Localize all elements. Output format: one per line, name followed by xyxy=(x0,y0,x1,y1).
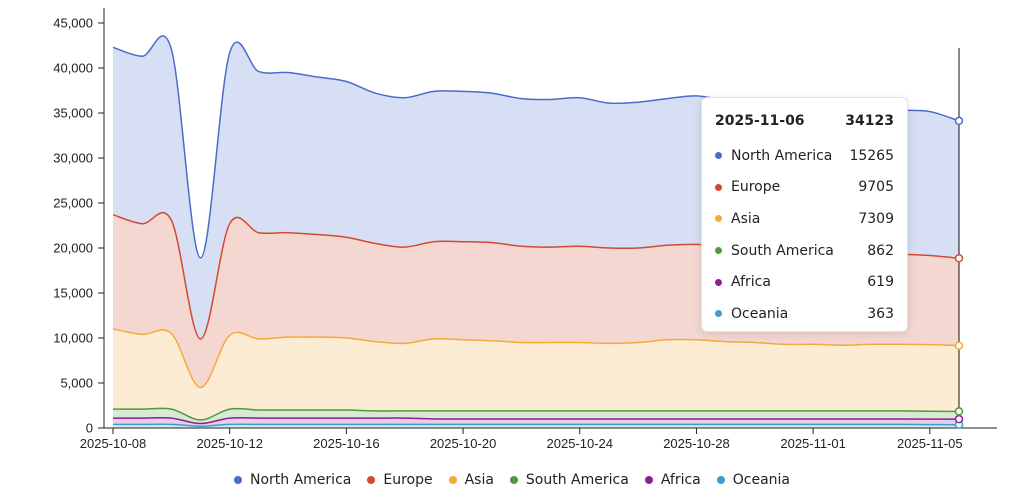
axes: 0 5,000 10,000 15,000 20,000 25,000 30,000 35,0… xyxy=(53,8,997,451)
tooltip-series-name: Asia xyxy=(731,210,761,227)
tooltip-header: 2025-11-06 34123 xyxy=(715,108,894,134)
legend-dot-icon xyxy=(509,476,518,484)
x-tick-label: 2025-10-12 xyxy=(196,436,263,451)
legend-item-oceania[interactable]: Oceania xyxy=(716,472,791,488)
tooltip-series-name: Europe xyxy=(731,179,781,196)
y-tick-label: 40,000 xyxy=(53,61,93,76)
series-dot-icon xyxy=(715,183,722,191)
y-tick-label: 30,000 xyxy=(53,151,93,166)
line-oceania xyxy=(113,423,960,427)
x-tick-label: 2025-10-20 xyxy=(430,436,497,451)
legend-label: Oceania xyxy=(732,472,791,488)
series-dot-icon xyxy=(715,278,722,286)
hover-point xyxy=(954,254,964,263)
tooltip-series-value: 363 xyxy=(867,305,894,322)
legend-label: North America xyxy=(249,472,352,488)
x-tick-label: 2025-11-05 xyxy=(897,436,963,451)
tooltip-series-value: 15265 xyxy=(849,147,894,164)
area-south-america xyxy=(113,408,959,424)
line-africa xyxy=(112,416,960,425)
series-dot-icon xyxy=(715,310,722,318)
hover-point xyxy=(954,116,964,126)
x-tick-label: 2025-10-08 xyxy=(80,436,147,451)
tooltip-row: South America 862 xyxy=(715,235,894,267)
hover-point xyxy=(954,407,964,416)
x-tick-label: 2025-10-24 xyxy=(547,436,614,451)
line-asia xyxy=(112,328,960,389)
legend-label: South America xyxy=(525,472,629,488)
y-tick-label: 5,000 xyxy=(60,376,93,391)
legend-dot-icon xyxy=(448,476,457,484)
tooltip-rows: North America 15265 Europe 9705 Asia 7309 Sout… xyxy=(715,140,894,330)
tooltip-series-value: 9705 xyxy=(858,179,894,196)
legend-item-south-america[interactable]: South America xyxy=(509,472,629,488)
y-tick-label: 20,000 xyxy=(53,241,93,256)
hover-point xyxy=(954,341,964,350)
tooltip-total: 34123 xyxy=(845,113,894,129)
hover-layer xyxy=(954,48,964,429)
tooltip-row: Africa 619 xyxy=(715,266,894,298)
legend-dot-icon xyxy=(367,476,376,484)
y-tick-label: 45,000 xyxy=(53,16,93,31)
legend-dot-icon xyxy=(716,476,725,484)
y-tick-label: 0 xyxy=(86,421,93,436)
area-oceania xyxy=(113,424,959,428)
tooltip: 2025-11-06 34123 North America 15265 Europ… xyxy=(701,97,908,332)
y-tick-label: 25,000 xyxy=(53,196,93,211)
y-tick-label: 35,000 xyxy=(53,106,93,121)
legend-item-north-america[interactable]: North America xyxy=(233,472,352,488)
tooltip-row: Oceania 363 xyxy=(715,298,894,330)
x-tick-label: 2025-10-16 xyxy=(313,436,380,451)
tooltip-series-value: 862 xyxy=(867,242,894,259)
series-dot-icon xyxy=(715,247,722,255)
series-dot-icon xyxy=(715,152,722,160)
legend-label: Africa xyxy=(660,472,701,488)
x-tick-label: 2025-11-01 xyxy=(780,436,846,451)
x-tick-label: 2025-10-28 xyxy=(663,436,730,451)
tooltip-row: Asia 7309 xyxy=(715,203,894,235)
legend-label: Europe xyxy=(383,472,433,488)
legend-dot-icon xyxy=(233,476,242,484)
legend-label: Asia xyxy=(464,472,494,488)
y-tick-label: 10,000 xyxy=(53,331,93,346)
y-tick-label: 15,000 xyxy=(53,286,93,301)
tooltip-series-name: Oceania xyxy=(731,305,789,322)
legend-item-europe[interactable]: Europe xyxy=(367,472,433,488)
tooltip-series-value: 619 xyxy=(867,274,894,291)
legend-dot-icon xyxy=(644,476,653,484)
hover-point xyxy=(954,414,964,424)
legend-item-asia[interactable]: Asia xyxy=(448,472,494,488)
tooltip-row: North America 15265 xyxy=(715,140,894,172)
area-asia xyxy=(113,329,959,420)
tooltip-row: Europe 9705 xyxy=(715,172,894,204)
legend: North America Europe Asia South America Afri… xyxy=(0,469,1024,491)
tooltip-series-name: North America xyxy=(731,147,833,164)
legend-item-africa[interactable]: Africa xyxy=(644,472,701,488)
tooltip-date: 2025-11-06 xyxy=(715,113,805,129)
tooltip-series-name: Africa xyxy=(731,274,771,291)
tooltip-series-name: South America xyxy=(731,242,834,259)
series-dot-icon xyxy=(715,215,722,223)
line-south-america xyxy=(112,407,960,421)
tooltip-series-value: 7309 xyxy=(858,210,894,227)
